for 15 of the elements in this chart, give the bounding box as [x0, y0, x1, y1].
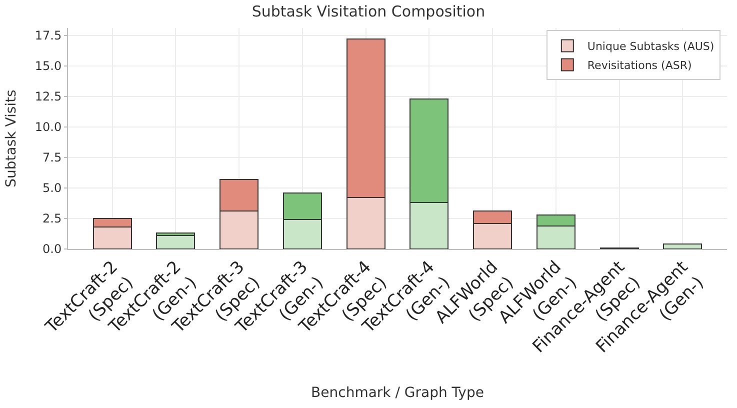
chart-title: Subtask Visitation Composition [252, 2, 486, 21]
x-axis-title: Benchmark / Graph Type [311, 385, 484, 402]
y-tick-label: 12.5 [34, 90, 62, 104]
bar [156, 235, 196, 249]
y-axis-title: Subtask Visits [3, 90, 20, 188]
y-tick-label: 5.0 [42, 181, 62, 196]
y-tick-label: 2.5 [42, 212, 62, 226]
y-tick-label: 7.5 [42, 150, 62, 165]
y-tick-label: 0.0 [42, 242, 62, 256]
y-tick-label: 17.5 [34, 28, 62, 43]
legend-label: Unique Subtasks (AUS) [587, 40, 714, 53]
bar [663, 244, 702, 249]
y-tick-label: 10.0 [34, 120, 62, 134]
legend-label: Revisitations (ASR) [587, 59, 692, 72]
y-tick-label: 15.0 [34, 59, 62, 74]
